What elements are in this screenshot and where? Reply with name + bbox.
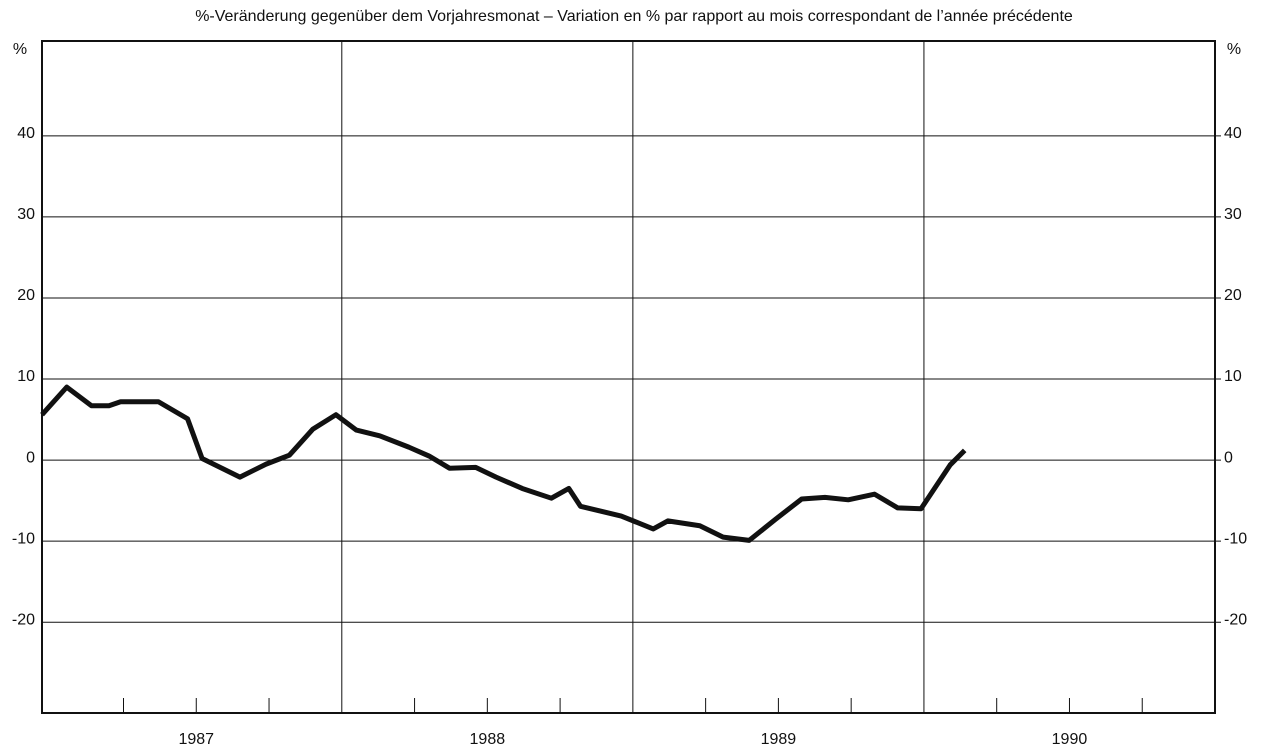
y-tick-label-right: 20 (1224, 287, 1242, 304)
y-tick-label: -10 (12, 530, 35, 547)
data-line (40, 384, 967, 543)
x-tick-label: 1988 (470, 731, 506, 748)
y-tick-label: 30 (17, 206, 35, 223)
y-tick-label-right: 10 (1224, 368, 1242, 385)
plot-frame (41, 40, 1216, 714)
y-tick-label: 20 (17, 287, 35, 304)
y-tick-label-right: -20 (1224, 611, 1247, 628)
y-tick-label: -20 (12, 611, 35, 628)
y-tick-label: 40 (17, 125, 35, 142)
y-tick-label-right: 30 (1224, 206, 1242, 223)
x-tick-label: 1987 (178, 731, 214, 748)
x-tick-label: 1990 (1052, 731, 1088, 748)
chart-title: %-Veränderung gegenüber dem Vorjahresmon… (195, 8, 1073, 25)
y-tick-label-right: -10 (1224, 530, 1247, 547)
y-unit-right: % (1227, 41, 1241, 58)
y-tick-label-right: 40 (1224, 125, 1242, 142)
x-tick-label: 1989 (761, 731, 797, 748)
y-tick-label: 10 (17, 368, 35, 385)
y-tick-label: 0 (26, 449, 35, 466)
y-tick-label-right: 0 (1224, 449, 1233, 466)
y-unit-left: % (13, 41, 27, 58)
